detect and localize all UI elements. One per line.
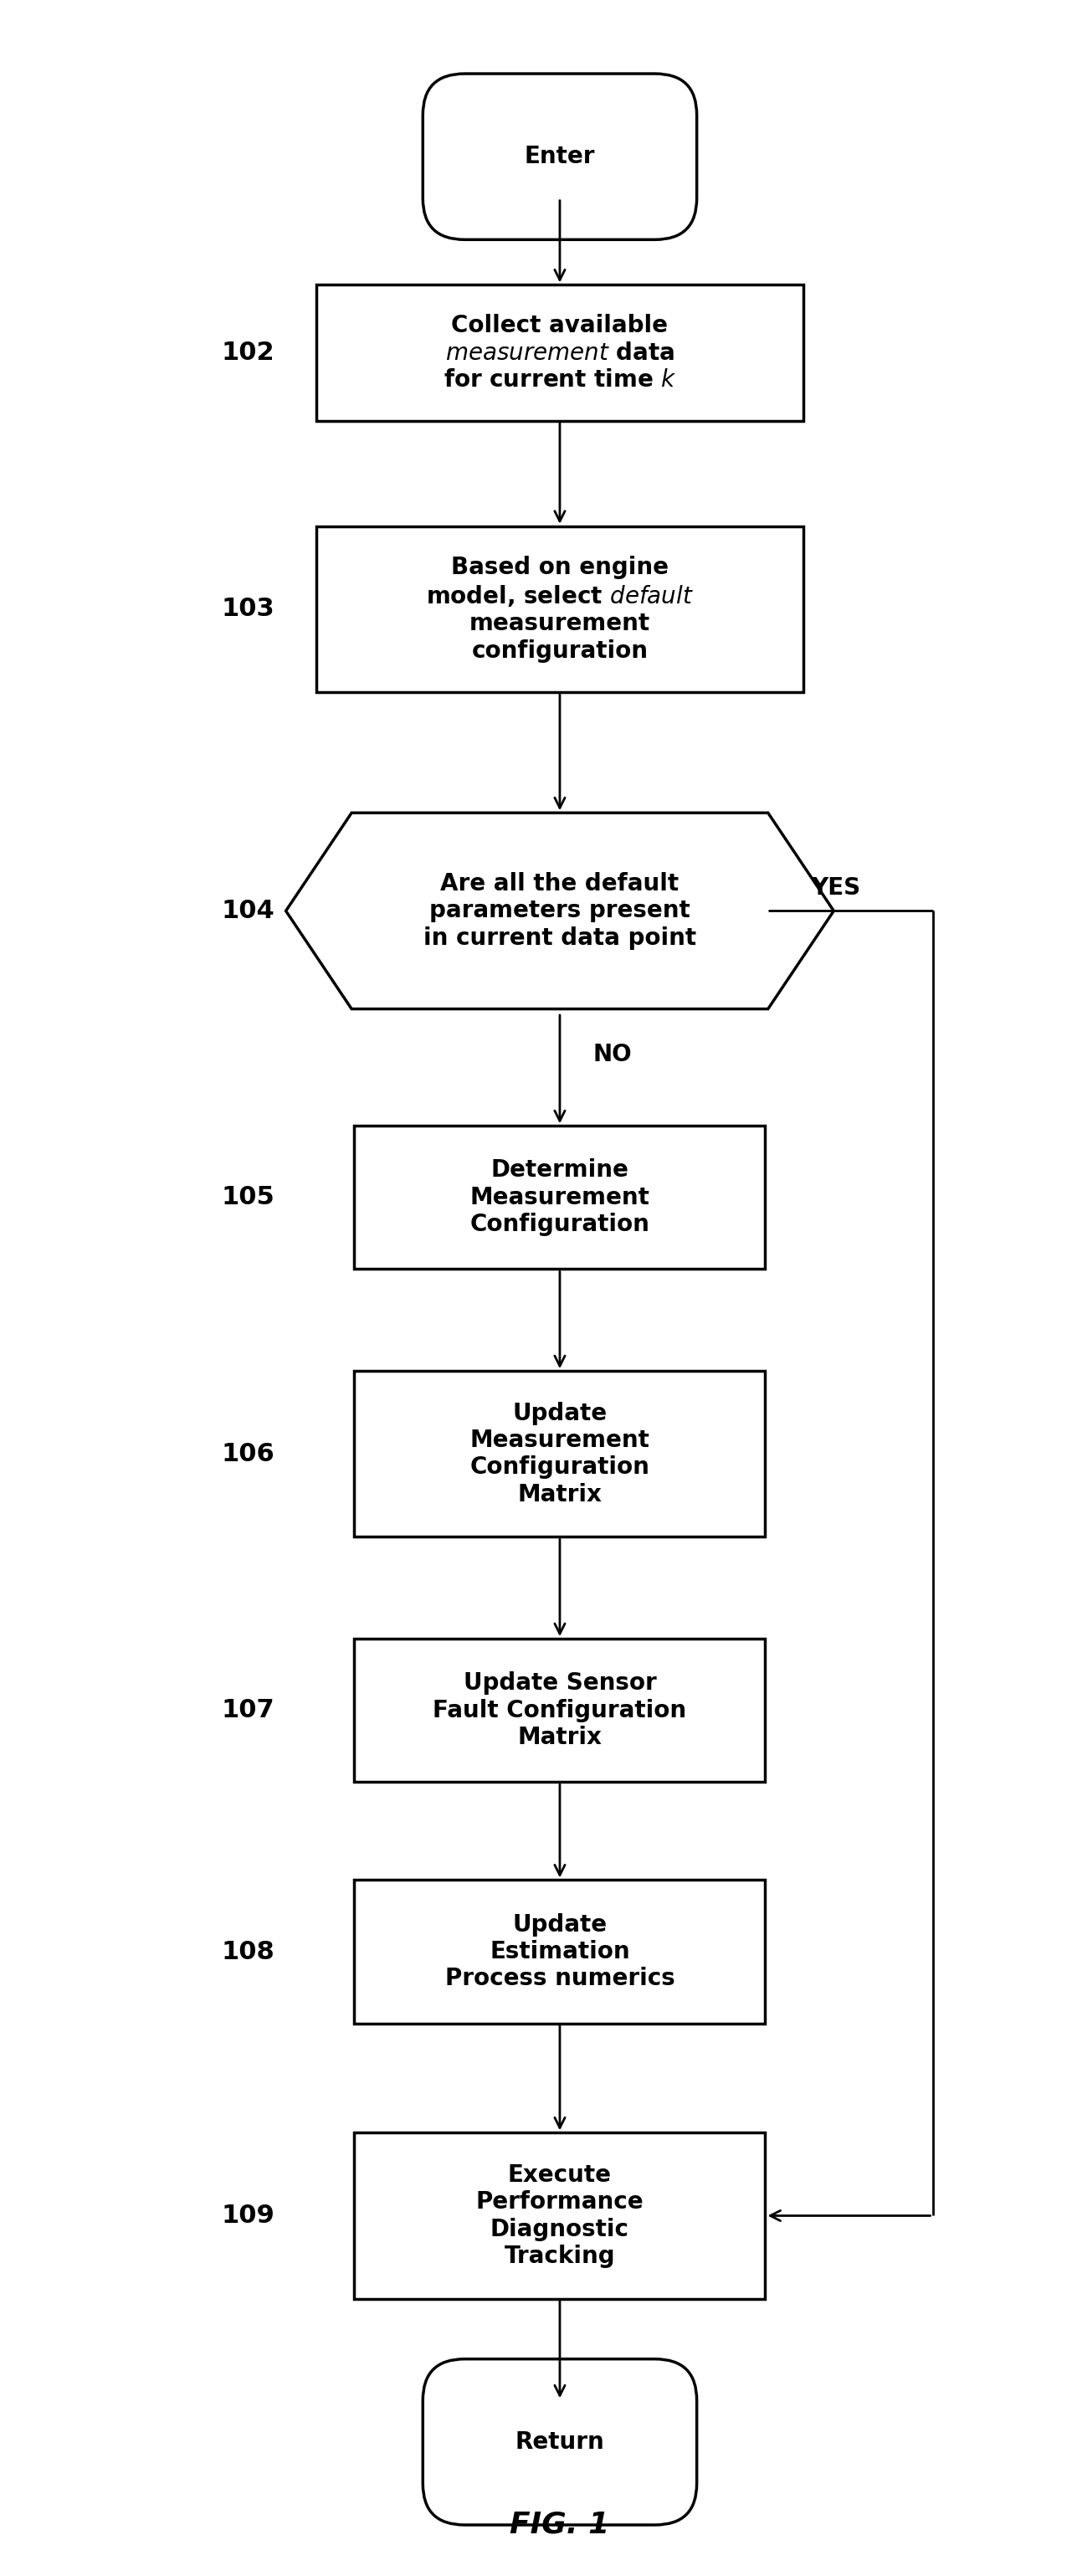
Text: Update
Measurement
Configuration
Matrix: Update Measurement Configuration Matrix xyxy=(470,1401,649,1507)
Text: NO: NO xyxy=(593,1043,632,1066)
Text: Update Sensor
Fault Configuration
Matrix: Update Sensor Fault Configuration Matrix xyxy=(433,1672,687,1749)
Polygon shape xyxy=(285,814,834,1010)
Text: Collect available
$\it{measurement}$ data
for current time $\it{k}$: Collect available $\it{measurement}$ dat… xyxy=(444,314,676,392)
Text: Execute
Performance
Diagnostic
Tracking: Execute Performance Diagnostic Tracking xyxy=(476,2164,644,2267)
Text: FIG. 1: FIG. 1 xyxy=(509,2512,610,2540)
Text: 104: 104 xyxy=(221,899,275,922)
Text: 102: 102 xyxy=(221,340,275,366)
Bar xyxy=(354,1126,766,1270)
FancyBboxPatch shape xyxy=(423,2360,697,2524)
Text: 105: 105 xyxy=(221,1185,275,1211)
Text: YES: YES xyxy=(811,876,861,899)
FancyBboxPatch shape xyxy=(423,75,697,240)
Bar xyxy=(354,1638,766,1783)
Text: Determine
Measurement
Configuration: Determine Measurement Configuration xyxy=(470,1159,649,1236)
Bar xyxy=(354,1370,766,1538)
Bar xyxy=(354,1880,766,2022)
Bar xyxy=(317,286,803,420)
Bar xyxy=(354,2133,766,2298)
Text: Are all the default
parameters present
in current data point: Are all the default parameters present i… xyxy=(423,873,696,951)
Text: 106: 106 xyxy=(221,1443,275,1466)
Text: Update
Estimation
Process numerics: Update Estimation Process numerics xyxy=(445,1914,675,1991)
Text: 107: 107 xyxy=(221,1698,275,1723)
Text: 103: 103 xyxy=(221,598,275,621)
Text: Based on engine
model, select $\it{default}$
measurement
configuration: Based on engine model, select $\it{defau… xyxy=(425,556,694,662)
Text: 109: 109 xyxy=(221,2202,275,2228)
Text: Return: Return xyxy=(515,2429,604,2455)
Text: 108: 108 xyxy=(221,1940,275,1963)
Bar xyxy=(317,526,803,693)
Text: Enter: Enter xyxy=(524,144,596,167)
